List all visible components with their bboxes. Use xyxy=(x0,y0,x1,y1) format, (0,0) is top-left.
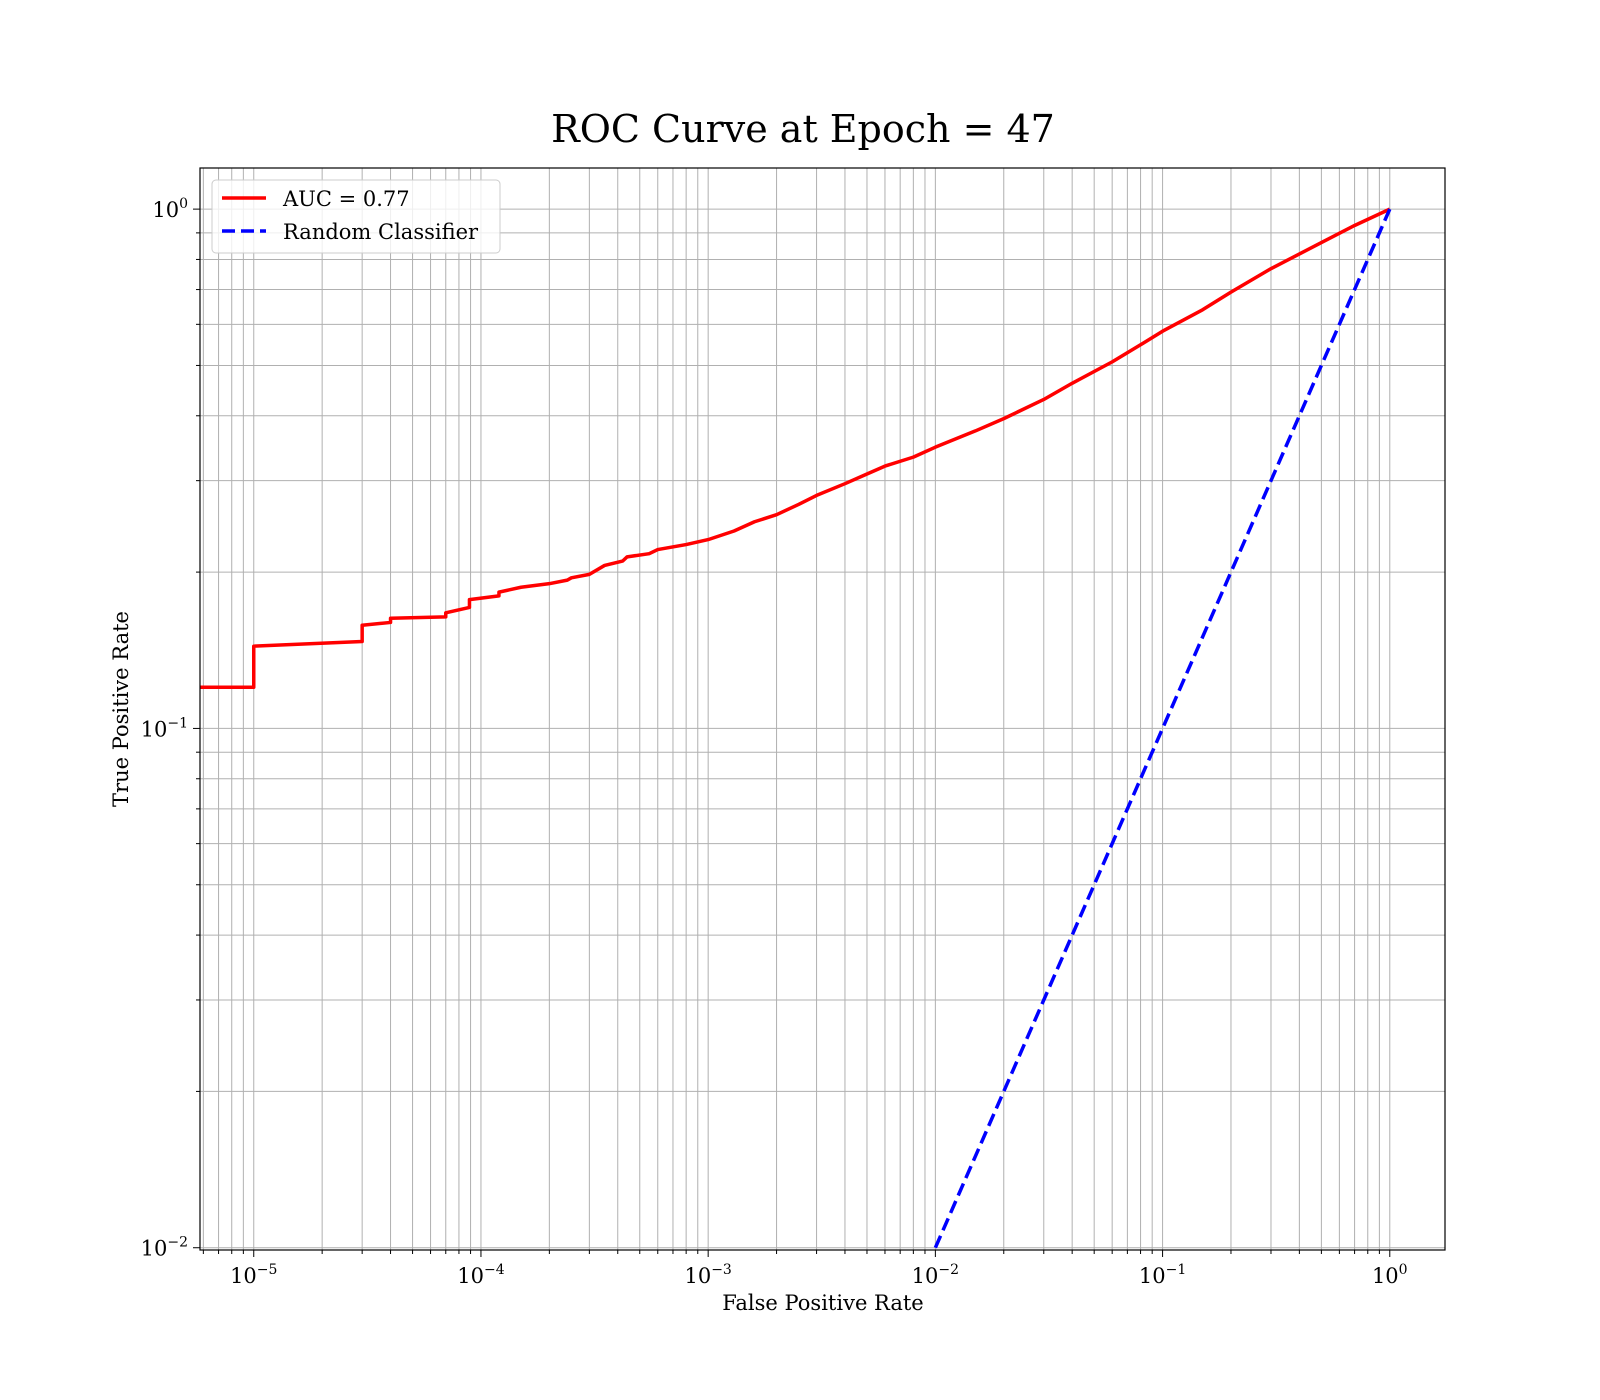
chart-title: ROC Curve at Epoch = 47 xyxy=(551,107,1055,151)
x-tick-label: 10−4 xyxy=(457,1262,504,1288)
x-axis-label: False Positive Rate xyxy=(722,1291,923,1315)
y-tick-labels: 10−2 10−1 100 xyxy=(141,196,188,1261)
tick-marks xyxy=(193,208,1391,1257)
legend-label-random: Random Classifier xyxy=(283,220,479,244)
axes-frame xyxy=(199,167,1446,1251)
x-tick-label: 100 xyxy=(1372,1262,1408,1288)
y-tick-label: 100 xyxy=(152,196,188,222)
legend-label-auc: AUC = 0.77 xyxy=(282,187,410,211)
y-axis-label: True Positive Rate xyxy=(109,611,133,807)
roc-curve-line xyxy=(200,207,1391,690)
x-tick-labels: 10−5 10−4 10−3 10−2 10−1 100 xyxy=(230,1262,1408,1288)
series-layer xyxy=(200,207,1392,1249)
x-tick-label: 10−2 xyxy=(912,1262,959,1288)
x-tick-label: 10−5 xyxy=(230,1262,277,1288)
grid-lines xyxy=(200,168,1445,1250)
legend-box xyxy=(211,179,501,254)
y-tick-label: 10−2 xyxy=(141,1235,188,1261)
legend: AUC = 0.77 Random Classifier xyxy=(211,179,501,254)
x-tick-label: 10−1 xyxy=(1139,1262,1186,1288)
y-tick-label: 10−1 xyxy=(141,715,188,741)
x-tick-label: 10−3 xyxy=(684,1262,731,1288)
